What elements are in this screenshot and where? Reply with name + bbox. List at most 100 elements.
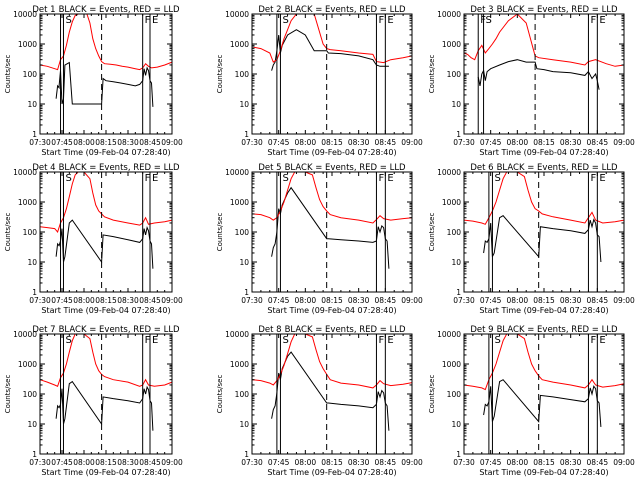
x-tick-label: 08:45 <box>587 296 609 305</box>
detector-name: Det 6 <box>470 163 493 173</box>
marker-label: S <box>65 15 71 26</box>
events-line-4 <box>55 219 154 269</box>
plot-frame-8 <box>251 333 413 455</box>
plot-frame-7 <box>39 333 173 455</box>
plot-frame-4 <box>39 171 173 293</box>
marker-label: S <box>65 173 71 184</box>
y-tick-label: 10000 <box>437 168 461 177</box>
marker-label: S <box>494 335 500 346</box>
x-axis-label: Start Time (09-Feb-04 07:28:40) <box>479 468 608 477</box>
detector-name: Det 3 <box>470 5 493 15</box>
panel-3: FSFE11010010001000007:3007:4508:0008:150… <box>428 5 635 157</box>
x-tick-label: 08:00 <box>507 458 529 467</box>
x-tick-label: 08:30 <box>348 458 370 467</box>
y-tick-label: 100 <box>447 390 462 399</box>
events-line-5 <box>271 186 390 269</box>
events-line-7 <box>55 380 154 431</box>
x-tick-label: 08:00 <box>295 296 317 305</box>
marker-label: F <box>378 335 384 346</box>
panel-5: S F E 1 10 100 1000 10000 07:30 07:45 08:00 08:15 08… <box>216 163 423 315</box>
y-axis-label: Counts/sec <box>4 55 12 94</box>
marker-label: E <box>387 335 393 346</box>
x-axis-label: Start Time (09-Feb-04 07:28:40) <box>267 306 396 315</box>
y-tick-label: 10000 <box>225 168 249 177</box>
x-tick-label: 08:00 <box>73 458 95 467</box>
x-tick-label: 07:45 <box>480 296 502 305</box>
x-tick-label: 08:30 <box>560 458 582 467</box>
y-tick-label: 10000 <box>437 10 461 19</box>
x-tick-label: 08:00 <box>507 296 529 305</box>
x-tick-label: 07:30 <box>453 458 475 467</box>
y-tick-label: 1 <box>244 288 249 297</box>
x-tick-label: 08:30 <box>560 296 582 305</box>
lld-line-7 <box>39 333 173 387</box>
x-axis-label: Start Time (09-Feb-04 07:28:40) <box>41 148 170 157</box>
y-tick-label: 10 <box>451 258 461 267</box>
x-tick-label: 09:00 <box>161 296 183 305</box>
x-tick-label: 08:15 <box>321 138 343 147</box>
y-tick-label: 10 <box>239 420 249 429</box>
x-tick-label: 09:00 <box>613 138 635 147</box>
marker-label: F <box>378 173 384 184</box>
y-axis-label: Counts/sec <box>428 55 436 94</box>
x-tick-label: 07:45 <box>480 138 502 147</box>
x-tick-label: 08:15 <box>321 458 343 467</box>
x-tick-label: 07:30 <box>241 458 263 467</box>
y-tick-label: 1 <box>32 450 37 459</box>
x-tick-label: 09:00 <box>613 296 635 305</box>
x-tick-label: 08:15 <box>533 296 555 305</box>
y-tick-label: 100 <box>23 228 38 237</box>
y-tick-label: 100 <box>235 390 250 399</box>
lld-line-3 <box>463 13 625 67</box>
x-axis-label: Start Time (09-Feb-04 07:28:40) <box>479 306 608 315</box>
legend-text: BLACK = Events, RED = LLD <box>497 163 618 173</box>
x-tick-label: 08:30 <box>560 138 582 147</box>
legend-text: BLACK = Events, RED = LLD <box>59 163 180 173</box>
y-tick-label: 10000 <box>13 330 37 339</box>
plot-frame-3 <box>463 13 625 135</box>
events-line-6 <box>483 215 602 263</box>
x-tick-label: 08:15 <box>533 458 555 467</box>
y-tick-label: 1000 <box>442 40 461 49</box>
marker-label: F <box>590 335 596 346</box>
legend-text: BLACK = Events, RED = LLD <box>497 5 618 15</box>
y-tick-label: 1 <box>32 130 37 139</box>
y-tick-label: 1 <box>32 288 37 297</box>
x-tick-label: 08:30 <box>117 458 139 467</box>
x-tick-label: 08:00 <box>507 138 529 147</box>
x-tick-label: 08:00 <box>73 296 95 305</box>
y-tick-label: 1000 <box>442 360 461 369</box>
marker-label: S <box>65 335 71 346</box>
x-tick-label: 07:30 <box>241 296 263 305</box>
marker-label: E <box>599 335 605 346</box>
lld-line-4 <box>39 171 173 234</box>
lld-line-5 <box>251 171 413 224</box>
x-tick-label: 07:45 <box>268 458 290 467</box>
y-tick-label: 10 <box>239 100 249 109</box>
x-tick-label: 07:45 <box>51 138 73 147</box>
x-tick-label: 08:45 <box>139 138 161 147</box>
y-axis-label: Counts/sec <box>216 213 224 252</box>
x-tick-label: 08:30 <box>117 296 139 305</box>
x-axis-label: Start Time (09-Feb-04 07:28:40) <box>267 468 396 477</box>
legend-text: BLACK = Events, RED = LLD <box>285 5 406 15</box>
panel-title: Det 3 BLACK = Events, RED = LLD <box>470 5 618 15</box>
legend-text: BLACK = Events, RED = LLD <box>285 325 406 335</box>
detector-name: Det 4 <box>32 163 55 173</box>
detector-name: Det 7 <box>32 325 55 335</box>
detector-name: Det 1 <box>32 5 55 15</box>
y-tick-label: 10000 <box>13 168 37 177</box>
marker-label: E <box>387 15 393 26</box>
detector-name: Det 5 <box>258 163 281 173</box>
marker-label: F <box>590 15 596 26</box>
marker-label: F <box>145 173 151 184</box>
x-tick-label: 08:45 <box>375 296 397 305</box>
panel-title: Det 9 BLACK = Events, RED = LLD <box>470 325 618 335</box>
lld-line-6 <box>463 171 625 225</box>
marker-label: E <box>152 173 158 184</box>
plot-frame-9 <box>463 333 625 455</box>
y-axis-label: Counts/sec <box>428 375 436 414</box>
detector-name: Det 8 <box>258 325 281 335</box>
